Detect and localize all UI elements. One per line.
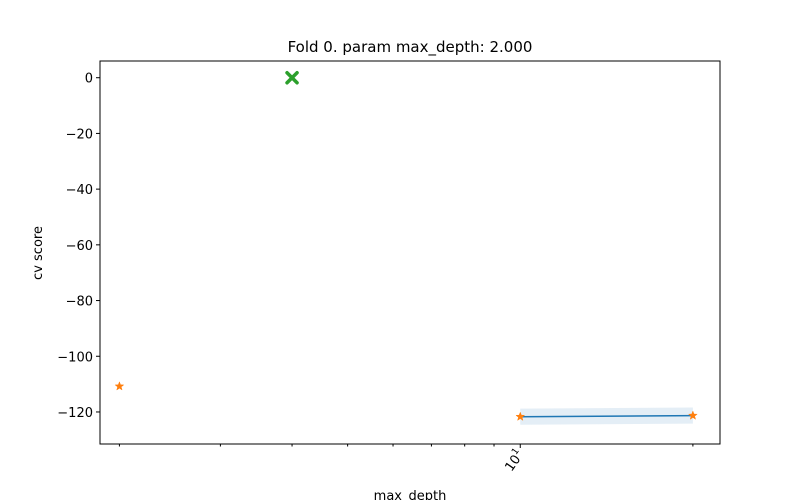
series-line	[520, 414, 693, 418]
y-tick-label: −40	[66, 183, 93, 198]
star-marker	[114, 381, 125, 391]
best-score-x-marker	[285, 70, 299, 85]
marker-layer	[114, 70, 698, 421]
star-marker	[515, 411, 526, 421]
axes-frame	[99, 60, 721, 445]
y-axis: 0 −20 −40 −60 −80 −100 −120	[57, 72, 100, 421]
y-tick-label: −20	[66, 127, 93, 142]
star-marker	[687, 410, 698, 420]
y-tick-label: 0	[85, 72, 93, 87]
y-tick-label: −80	[66, 295, 93, 310]
y-tick-label: −60	[66, 239, 93, 254]
x-axis-label: max_depth	[374, 489, 447, 500]
y-axis-label: cv score	[31, 226, 46, 280]
chart-title: Fold 0. param max_depth: 2.000	[288, 38, 533, 57]
y-tick-label: −120	[57, 406, 93, 421]
y-tick-label: −100	[57, 350, 93, 365]
series-line-layer	[520, 414, 693, 418]
x-marker-stroke	[285, 70, 299, 85]
